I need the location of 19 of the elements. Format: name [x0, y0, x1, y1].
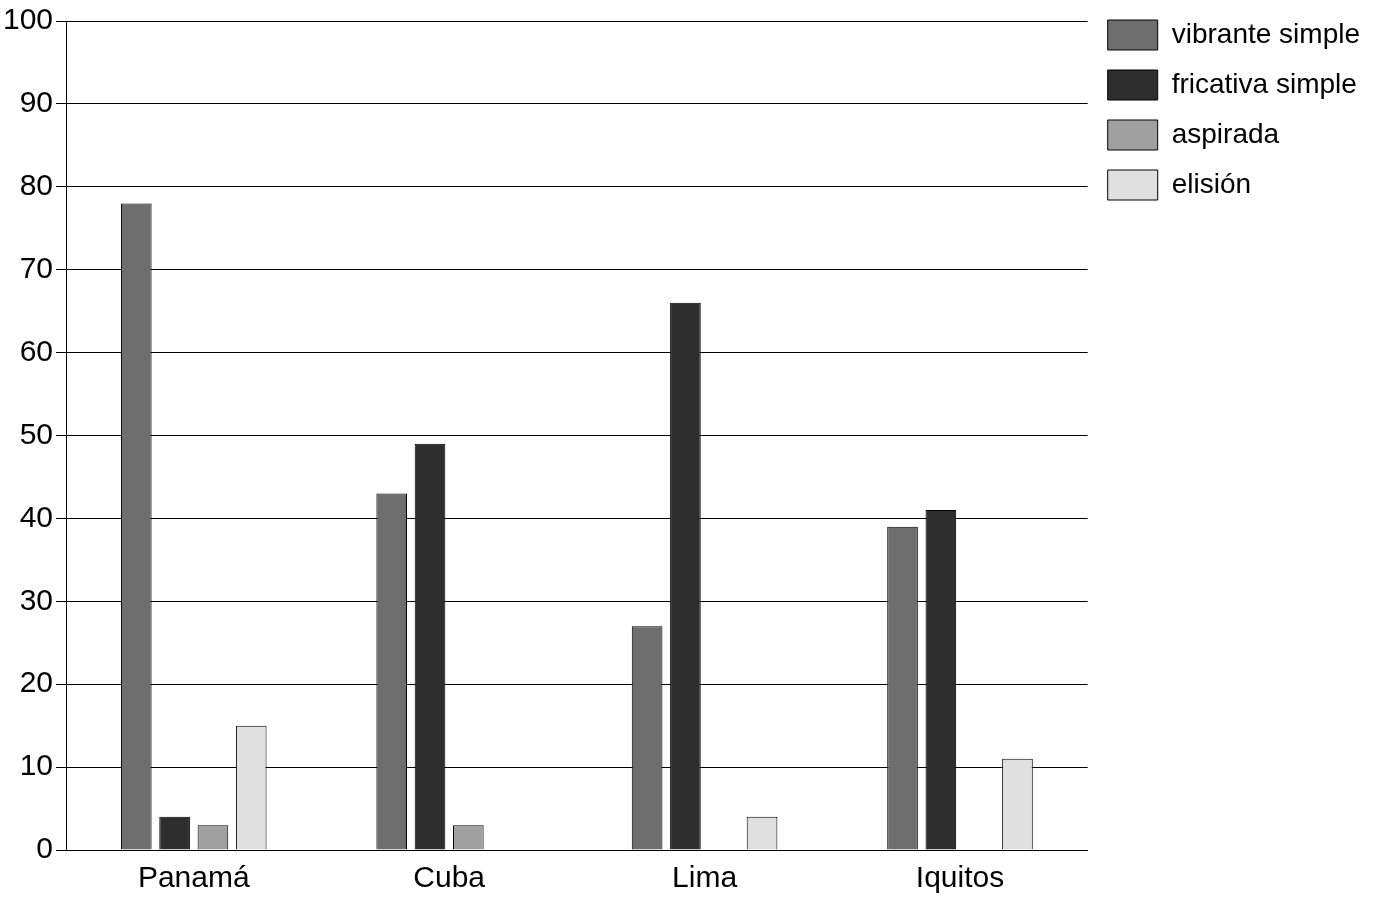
y-tick-label: 10: [19, 748, 54, 782]
y-tick-label: 20: [19, 665, 54, 699]
legend-label: fricativa simple: [1171, 67, 1357, 99]
legend-label: aspirada: [1171, 117, 1280, 149]
legend-label: vibrante simple: [1171, 17, 1361, 49]
x-tick-label: Cuba: [413, 860, 486, 894]
x-tick-label: Lima: [672, 860, 738, 894]
y-tick-label: 0: [36, 831, 54, 865]
x-tick-label: Iquitos: [915, 860, 1005, 894]
y-tick-label: 50: [19, 416, 54, 450]
y-tick-label: 60: [19, 333, 54, 367]
y-tick-label: 80: [19, 168, 54, 202]
y-tick-label: 70: [19, 250, 54, 284]
y-tick-label: 40: [19, 499, 54, 533]
y-tick-label: 100: [2, 2, 54, 36]
y-tick-label: 30: [19, 582, 54, 616]
x-tick-label: Panamá: [137, 860, 250, 894]
legend-label: elisión: [1171, 167, 1252, 199]
y-tick-label: 90: [19, 85, 54, 119]
